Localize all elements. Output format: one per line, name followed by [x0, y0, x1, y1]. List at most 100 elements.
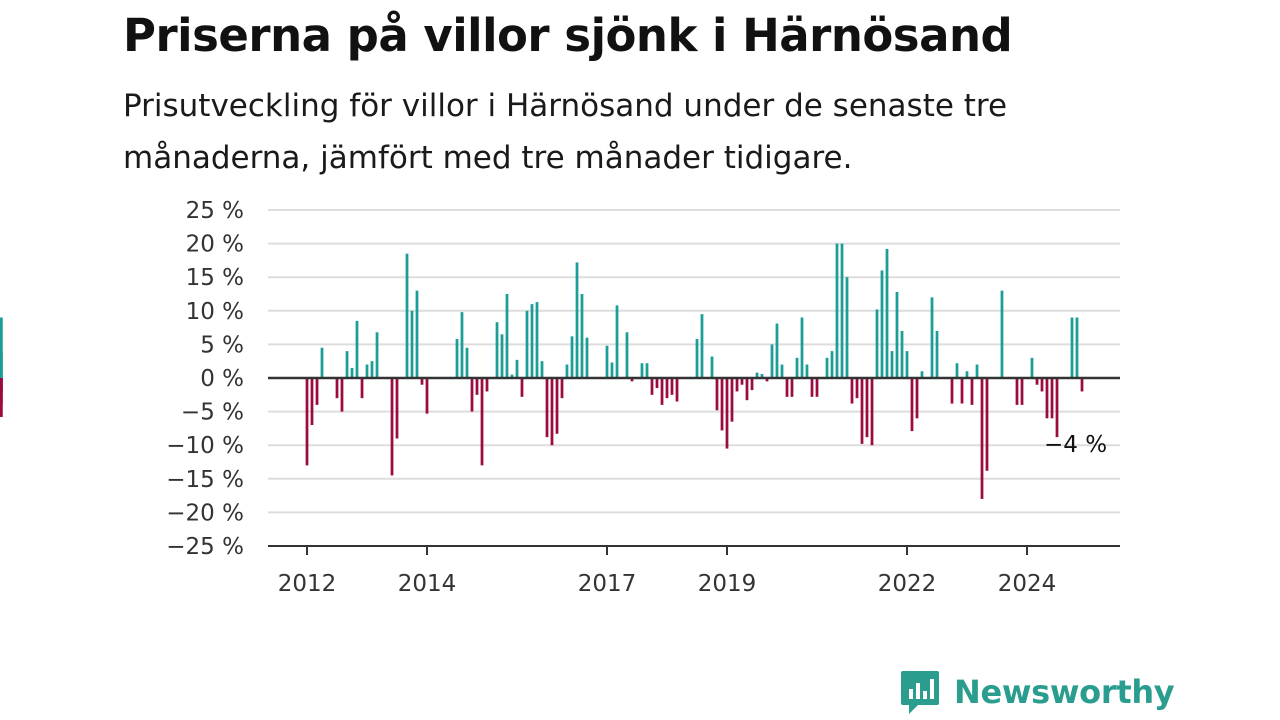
last-value-label: −4 %	[1044, 432, 1107, 458]
bar	[550, 378, 554, 446]
bar	[640, 363, 644, 378]
bar	[315, 378, 319, 405]
bar	[405, 253, 409, 378]
bar	[410, 310, 414, 378]
bar	[305, 378, 309, 466]
bar	[775, 323, 779, 378]
bar	[730, 378, 734, 422]
bar	[870, 378, 874, 446]
bar	[765, 378, 769, 382]
bar	[625, 332, 629, 378]
bar	[860, 378, 864, 444]
bar	[745, 378, 749, 401]
bar	[1035, 378, 1039, 385]
bar	[665, 378, 669, 399]
bar	[1020, 378, 1024, 405]
bar	[525, 310, 529, 378]
newsworthy-logo-icon	[901, 671, 939, 714]
bar	[0, 351, 3, 378]
bar	[460, 312, 464, 378]
bar	[905, 351, 909, 378]
bar	[750, 378, 754, 391]
bar	[520, 378, 524, 397]
bar	[630, 378, 634, 382]
bar	[555, 378, 559, 434]
bar	[770, 344, 774, 378]
bars	[0, 243, 1084, 499]
y-tick-label: 20 %	[186, 232, 244, 258]
bar	[830, 351, 834, 378]
y-tick-label: −15 %	[166, 467, 244, 493]
bar	[700, 314, 704, 378]
bar	[560, 378, 564, 399]
bar	[540, 361, 544, 378]
bar	[835, 243, 839, 378]
bar	[670, 378, 674, 395]
bar	[840, 243, 844, 378]
y-tick-label: 25 %	[186, 198, 244, 224]
bar	[865, 378, 869, 438]
bar	[320, 347, 324, 378]
bar	[610, 362, 614, 378]
axes	[268, 376, 1120, 555]
axis-labels: 25 % 20 % 15 % 10 % 5 % 0 % −5 % −10 % −15 % −20 …	[166, 198, 1107, 597]
bar	[1075, 317, 1079, 378]
y-tick-label: −20 %	[166, 500, 244, 526]
gridlines	[268, 209, 1120, 514]
bar	[530, 304, 534, 378]
bar	[1030, 357, 1034, 378]
bar	[510, 374, 514, 378]
bar	[660, 378, 664, 405]
bar	[420, 378, 424, 385]
x-tick-label: 2014	[398, 571, 457, 597]
bar	[810, 378, 814, 397]
y-tick-label: −10 %	[166, 433, 244, 459]
bar	[395, 378, 399, 439]
bar	[960, 378, 964, 404]
bar	[895, 291, 899, 378]
bar	[890, 351, 894, 378]
bar	[545, 378, 549, 438]
bar	[975, 364, 979, 378]
bar	[485, 378, 489, 392]
bar	[345, 351, 349, 378]
bar	[365, 364, 369, 378]
bar	[1000, 290, 1004, 378]
bar	[800, 317, 804, 378]
bar	[915, 378, 919, 419]
bar	[455, 339, 459, 378]
bar	[935, 330, 939, 378]
bar	[500, 334, 504, 378]
bar	[845, 277, 849, 378]
bar	[930, 297, 934, 378]
bar	[780, 364, 784, 378]
bar	[1045, 378, 1049, 419]
bar	[415, 290, 419, 378]
bar	[565, 364, 569, 378]
y-tick-label: −25 %	[166, 534, 244, 560]
bar	[785, 378, 789, 397]
x-tick-label: 2019	[698, 571, 757, 597]
bar	[985, 378, 989, 471]
bar	[350, 367, 354, 378]
bar	[955, 363, 959, 378]
bar	[850, 378, 854, 404]
bar	[515, 359, 519, 378]
bar	[950, 378, 954, 404]
x-tick-label: 2017	[578, 571, 637, 597]
bar	[735, 378, 739, 392]
bar	[1015, 378, 1019, 405]
bar	[465, 347, 469, 378]
bar	[825, 357, 829, 378]
bar	[675, 378, 679, 402]
bar	[855, 378, 859, 399]
bar	[795, 357, 799, 378]
bar	[695, 339, 699, 378]
bar	[1055, 378, 1059, 438]
bar	[965, 371, 969, 378]
bar	[1070, 317, 1074, 378]
y-tick-label: 0 %	[200, 366, 244, 392]
bar	[1080, 378, 1084, 392]
bar	[355, 320, 359, 378]
bar	[720, 378, 724, 431]
